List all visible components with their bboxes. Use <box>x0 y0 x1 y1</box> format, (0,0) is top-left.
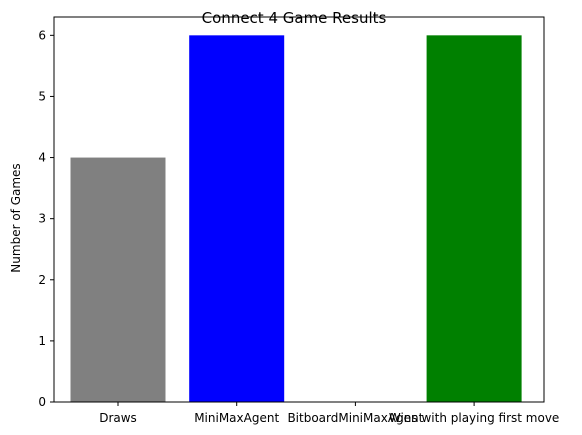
x-tick-label-0: Draws <box>99 411 137 425</box>
chart-title: Connect 4 Game Results <box>202 9 387 27</box>
plot-area: 0 1 2 3 4 5 6 Draws MiniMaxAgent BitboardMiniMax… <box>38 16 559 425</box>
bar-1 <box>189 35 285 402</box>
bar-0 <box>70 157 166 402</box>
y-tick-label-5: 5 <box>38 89 46 103</box>
y-axis-label: Number of Games <box>9 163 23 272</box>
bar-3 <box>426 35 522 402</box>
y-tick-label-1: 1 <box>38 334 46 348</box>
x-tick-label-2: BitboardMiniMaxAgent <box>287 411 423 425</box>
x-tick-label-3: Wins with playing first move <box>389 411 559 425</box>
y-tick-label-0: 0 <box>38 395 46 409</box>
y-tick-label-6: 6 <box>38 28 46 42</box>
x-axis-ticks: Draws MiniMaxAgent BitboardMiniMaxAgentWin… <box>99 402 559 425</box>
x-tick-label-1: MiniMaxAgent <box>194 411 279 425</box>
y-tick-label-4: 4 <box>38 151 46 165</box>
bars-group <box>70 35 522 402</box>
y-tick-label-3: 3 <box>38 212 46 226</box>
axes-frame <box>53 16 545 403</box>
y-axis-ticks: 0 1 2 3 4 5 6 <box>38 28 54 409</box>
y-tick-label-2: 2 <box>38 273 46 287</box>
